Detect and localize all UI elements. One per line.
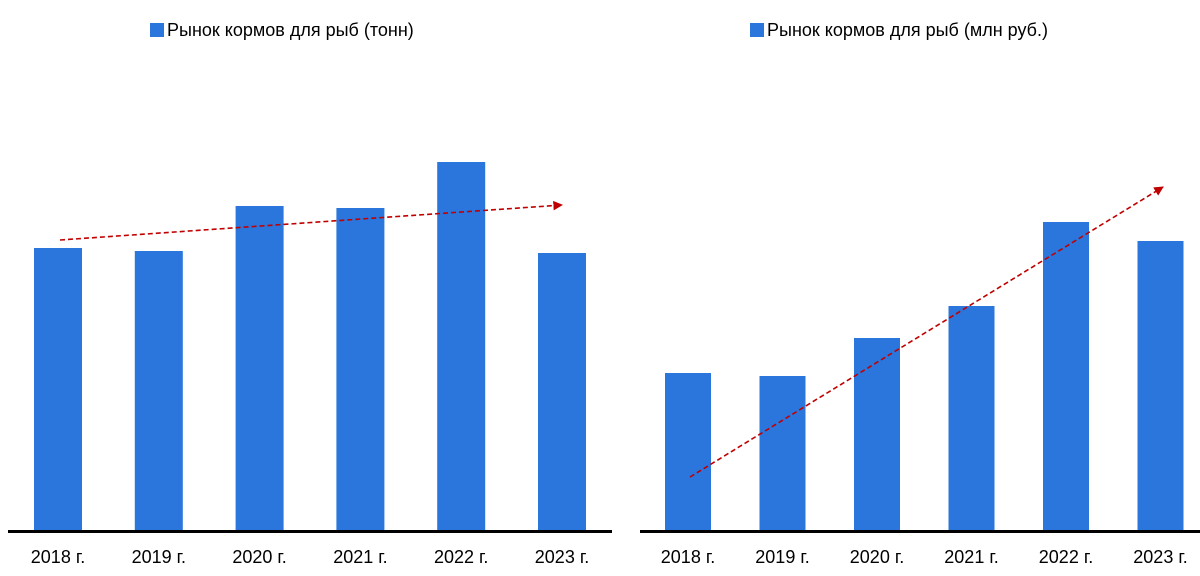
bar [1137,241,1184,530]
x-tick-label: 2019 г. [755,547,809,567]
x-tick-label: 2019 г. [132,547,186,567]
x-tick-label: 2021 г. [944,547,998,567]
legend-label: Рынок кормов для рыб (тонн) [167,20,414,40]
legend-label: Рынок кормов для рыб (млн руб.) [767,20,1048,40]
bar [34,248,82,530]
bar [134,251,183,530]
legend-swatch [750,23,764,37]
bar [854,338,900,530]
x-tick-label: 2023 г. [1133,547,1187,567]
plot-area: Рынок кормов для рыб (тонн) 2018 г. 2019 г… [8,20,1200,567]
x-tick-label: 2020 г. [850,547,904,567]
bar [948,306,995,530]
bar [437,162,486,530]
x-tick-label: 2018 г. [661,547,715,567]
bar [336,208,385,530]
x-tick-label: 2020 г. [232,547,286,567]
trend-arrow [689,186,1164,478]
bar [1043,222,1089,530]
bar [759,376,806,530]
x-tick-label: 2023 г. [535,547,589,567]
bar [235,206,284,530]
legend-swatch [150,23,164,37]
trend-arrow [59,200,563,241]
x-tick-label: 2018 г. [31,547,85,567]
bar [538,253,586,530]
x-tick-label: 2022 г. [1039,547,1093,567]
x-tick-label: 2022 г. [434,547,488,567]
bar [665,373,711,530]
x-tick-label: 2021 г. [333,547,387,567]
